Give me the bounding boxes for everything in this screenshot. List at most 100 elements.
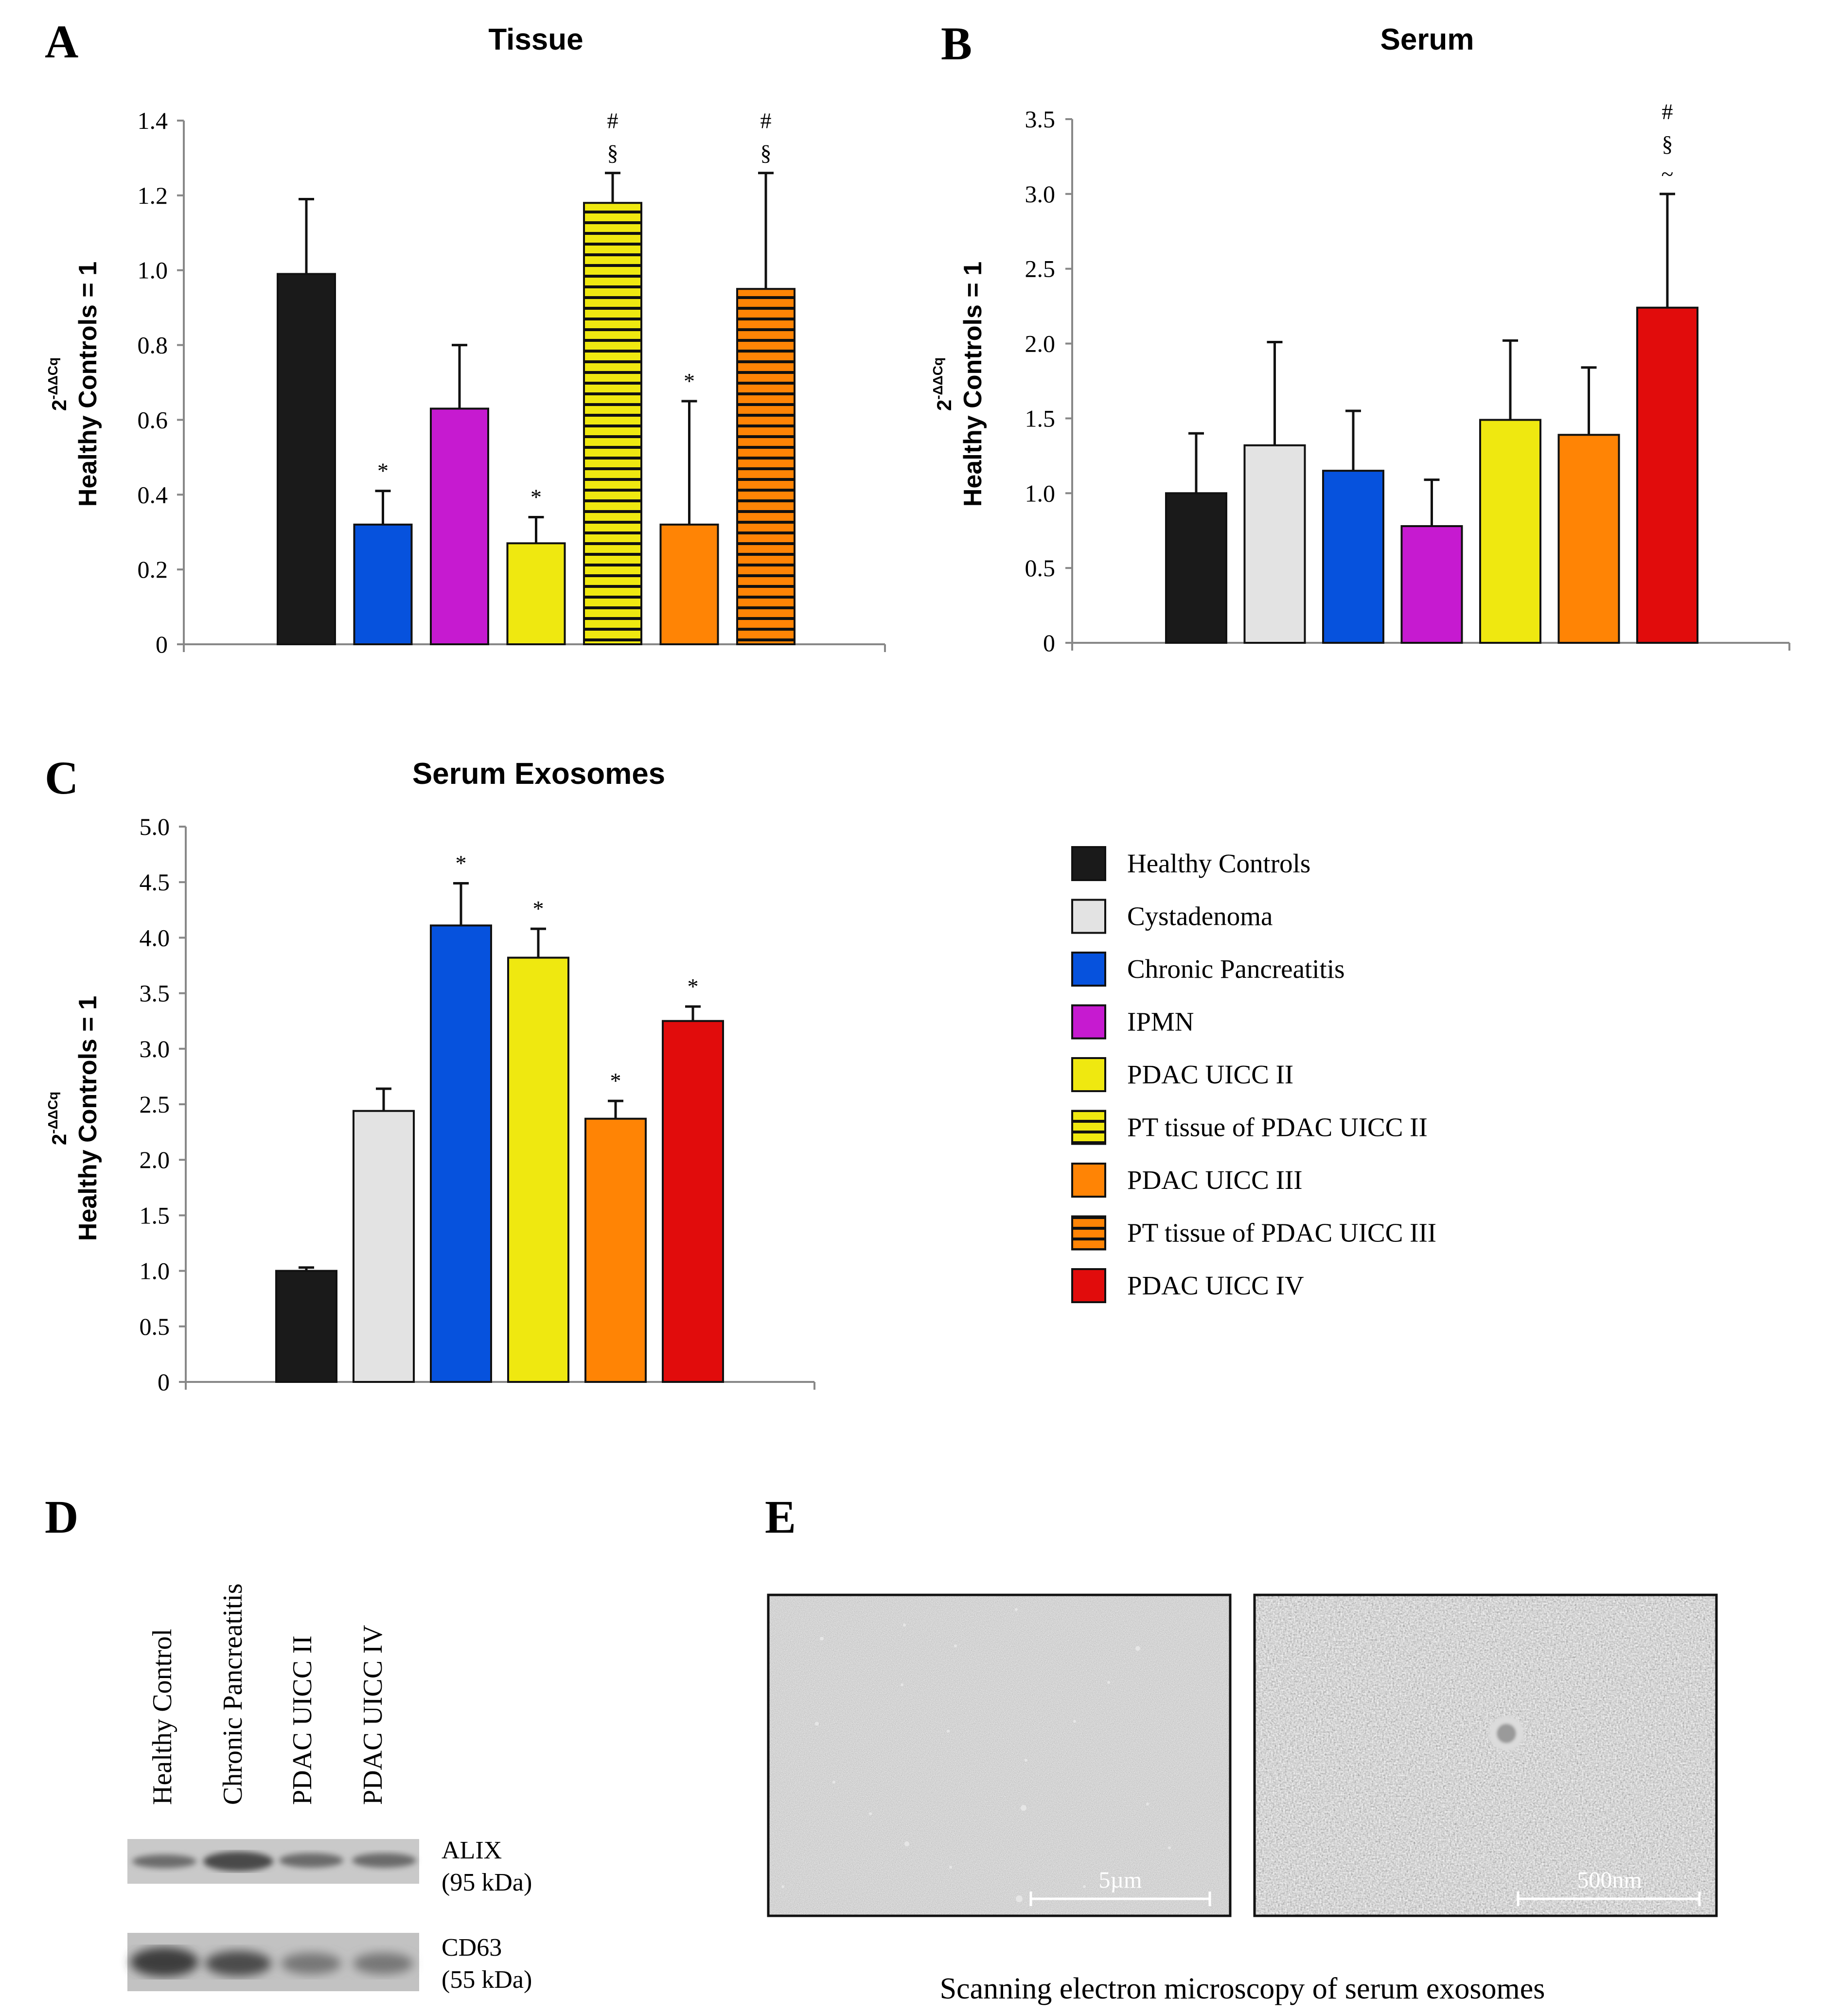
legend-label: PT tissue of PDAC UICC II [1127,1113,1428,1142]
legend-swatch-cyst [1071,899,1106,934]
bar-ipmn [430,407,489,645]
western-blot: Healthy Control Chronic Pancreatitis PDA… [127,1583,532,1994]
blot-bands-alix [132,1852,416,1871]
y-tick-label: 3.5 [1025,106,1056,133]
significance-marker: * [610,1068,621,1093]
y-tick-label: 0 [156,631,168,658]
sem-particles [781,1608,1171,1902]
scale-bar-label-right: 500nm [1577,1867,1642,1893]
blot-bands-cd63 [130,1947,413,1977]
legend-swatch-hc [1071,846,1106,881]
y-tick-label: 2.0 [140,1146,170,1173]
significance-marker: * [456,850,467,875]
significance-marker: § [1662,131,1673,156]
blot-label-cd63: CD63 [442,1934,502,1962]
bar-p2 [506,542,566,645]
bar-cp [430,924,492,1383]
significance-marker: ~ [1662,161,1674,186]
chart-title: Serum Exosomes [412,757,665,791]
bar-ipmn [1400,525,1463,644]
panel-letter-d: D [45,1491,78,1543]
y-axis-label-line2: Healthy Controls = 1 [959,262,987,507]
bar-hc [275,1270,337,1383]
y-axis-label-line1: 2-ΔΔCq [45,357,71,411]
sem-caption: Scanning electron microscopy of serum ex… [940,1972,1545,2005]
significance-marker: * [533,896,544,921]
blot-size-alix: (95 kDa) [442,1869,532,1896]
blot-lane-label: Chronic Pancreatitis [218,1583,248,1805]
significance-marker: # [607,108,619,133]
panel-letter-b: B [941,18,972,70]
y-tick-label: 1.5 [1025,405,1056,432]
legend-label: PDAC UICC III [1127,1165,1303,1195]
y-tick-label: 3.0 [140,1035,170,1062]
significance-marker: § [607,141,619,165]
legend-label: Healthy Controls [1127,849,1310,878]
bar-p3 [584,1117,647,1383]
bar-hc [1165,492,1227,644]
bar-hc [277,273,336,645]
chart-title: Serum [1380,23,1474,56]
y-tick-label: 0 [1043,629,1055,656]
y-tick-label: 0.2 [138,556,168,583]
significance-marker: # [760,108,772,133]
y-axis-label-base: 2 [933,400,955,411]
bar-cyst [353,1110,415,1383]
y-axis-label: 2-ΔΔCq Healthy Controls = 1 [930,262,987,507]
significance-marker: § [760,141,772,165]
bar-cp [1322,470,1384,644]
y-axis-label: 2-ΔΔCq Healthy Controls = 1 [45,262,102,507]
bar-cyst [1243,444,1306,644]
y-tick-label: 5.0 [140,813,170,840]
significance-marker: * [530,484,542,509]
y-tick-label: 0.5 [1025,554,1056,582]
y-axis-label-base: 2 [48,400,71,411]
bar-p4 [662,1020,724,1383]
significance-marker: # [1662,99,1673,124]
sem-image-high-mag: 500nm [1253,1593,1718,1917]
bar-pt3 [736,288,796,645]
legend-label: PT tissue of PDAC UICC III [1127,1218,1436,1248]
y-tick-label: 1.5 [140,1202,170,1229]
sem-exosome [1489,1716,1524,1751]
legend-swatch-pt3 [1071,1215,1106,1251]
legend-label: Cystadenoma [1127,902,1273,931]
y-axis-label-line1: 2-ΔΔCq [45,1092,71,1145]
y-tick-label: 0.5 [140,1313,170,1340]
legend-swatch-p4 [1071,1268,1106,1303]
y-tick-label: 3.0 [1025,180,1056,208]
y-tick-label: 0.6 [138,406,168,433]
blot-lane-label: PDAC UICC II [287,1636,318,1805]
blot-size-cd63: (55 kDa) [442,1966,532,1994]
y-tick-label: 2.5 [1025,255,1056,283]
y-axis-label-exponent: -ΔΔCq [930,357,945,400]
legend-swatch-cp [1071,952,1106,987]
bar-p3 [1557,434,1620,644]
sem-image-low-mag: 5µm [767,1593,1232,1917]
significance-marker: * [688,974,699,999]
bar-p3 [659,523,719,646]
y-tick-label: 0 [158,1368,170,1396]
y-tick-label: 2.5 [140,1091,170,1118]
bar-p2 [1479,419,1541,644]
legend-swatch-pt2 [1071,1110,1106,1145]
legend-label: IPMN [1127,1007,1194,1037]
legend-swatch-ipmn [1071,1004,1106,1040]
y-tick-label: 4.0 [140,924,170,951]
y-axis-label-line2: Healthy Controls = 1 [74,262,102,507]
y-axis-label-exponent: -ΔΔCq [45,357,60,400]
y-axis-label-line2: Healthy Controls = 1 [74,996,102,1241]
y-axis-label-exponent: -ΔΔCq [45,1092,60,1134]
legend-label: PDAC UICC II [1127,1060,1293,1089]
panel-letter-a: A [45,16,78,68]
y-axis-label-line1: 2-ΔΔCq [930,357,955,411]
y-tick-label: 1.4 [138,107,168,134]
blot-label-alix: ALIX [442,1837,502,1864]
bar-cp [353,523,413,646]
y-tick-label: 1.2 [138,182,168,209]
significance-marker: * [377,459,389,483]
y-tick-label: 0.8 [138,332,168,359]
